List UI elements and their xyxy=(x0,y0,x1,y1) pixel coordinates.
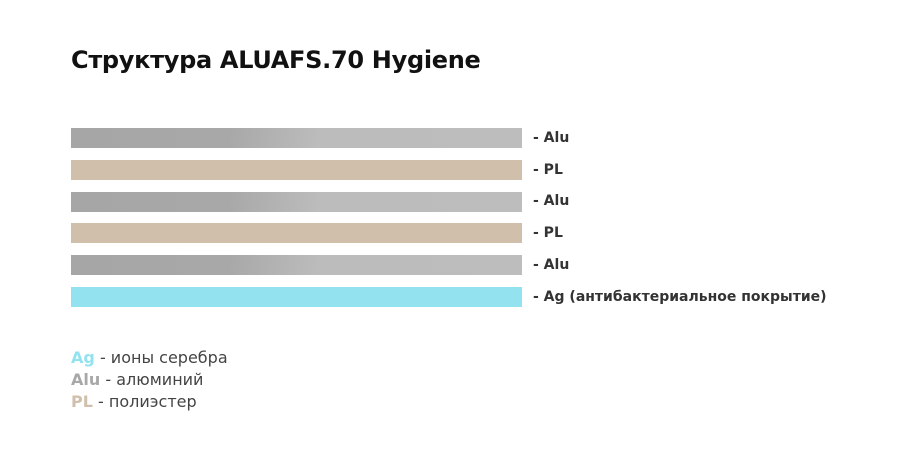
title: Структура ALUAFS.70 Hygiene xyxy=(71,46,481,74)
layer-label: - Ag (антибактериальное покрытие) xyxy=(533,289,827,305)
legend-item: Alu - алюминий xyxy=(71,369,203,391)
legend-item: PL - полиэстер xyxy=(71,391,197,413)
layer-bar xyxy=(71,223,522,243)
layer-label: - Alu xyxy=(533,193,570,209)
legend-abbr: Ag xyxy=(71,348,95,367)
layer-bar xyxy=(71,192,522,212)
legend-abbr: Alu xyxy=(71,370,101,389)
legend-text: - ионы серебра xyxy=(99,348,228,367)
legend-item: Ag - ионы серебра xyxy=(71,347,228,369)
legend-text: - полиэстер xyxy=(98,392,197,411)
layer-bar xyxy=(71,128,522,148)
layer-bar xyxy=(71,287,522,307)
layer-label: - PL xyxy=(533,162,563,178)
layer-bar xyxy=(71,255,522,275)
layer-label: - Alu xyxy=(533,257,570,273)
layer-bar xyxy=(71,160,522,180)
layer-label: - Alu xyxy=(533,130,570,146)
legend-text: - алюминий xyxy=(105,370,204,389)
layer-label: - PL xyxy=(533,225,563,241)
legend-abbr: PL xyxy=(71,392,93,411)
